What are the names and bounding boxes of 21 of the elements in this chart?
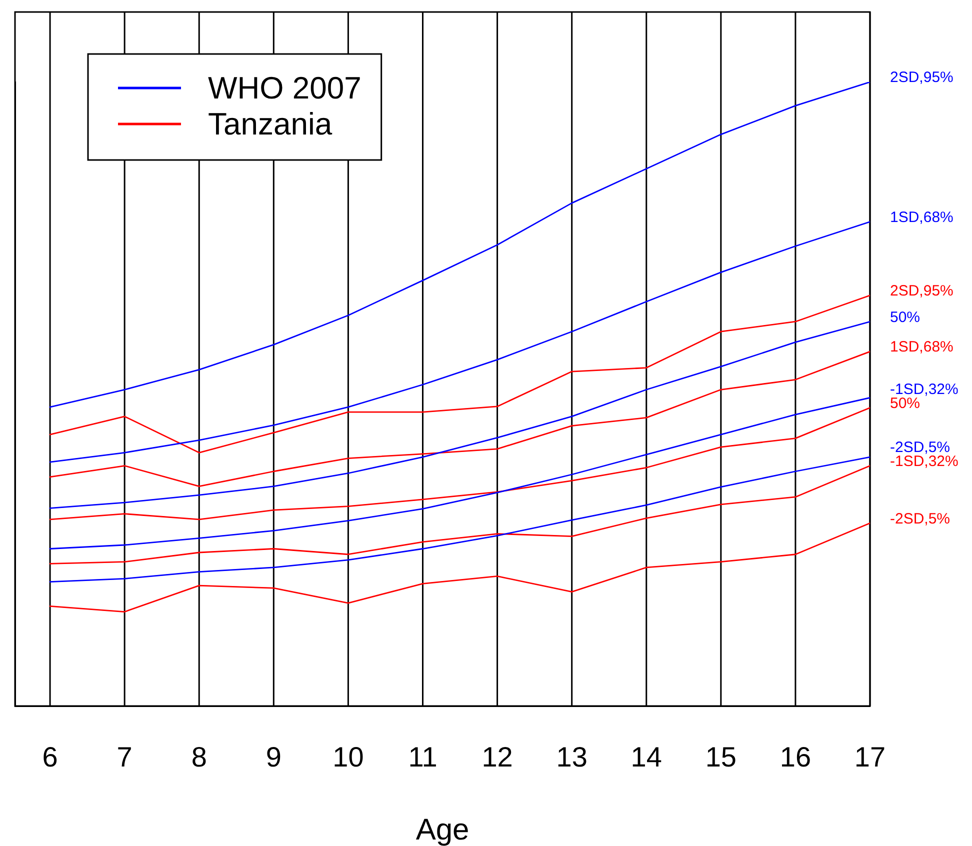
legend-label: WHO 2007 bbox=[208, 70, 362, 106]
x-tick-label: 16 bbox=[780, 742, 812, 773]
x-tick-label: 10 bbox=[332, 742, 364, 773]
x-tick-label: 17 bbox=[854, 742, 886, 773]
x-tick-label: 12 bbox=[482, 742, 513, 773]
x-tick-label: 15 bbox=[705, 742, 736, 773]
x-tick-label: 11 bbox=[408, 742, 438, 773]
x-tick-label: 7 bbox=[116, 742, 132, 773]
x-tick-label: 8 bbox=[191, 742, 207, 773]
x-tick-label: 6 bbox=[42, 742, 58, 773]
x-tick-label: 14 bbox=[630, 742, 662, 773]
x-axis-title: Age bbox=[416, 813, 470, 846]
legend-label: Tanzania bbox=[208, 106, 333, 142]
x-tick-label: 13 bbox=[556, 742, 588, 773]
text: 1SD,68% bbox=[890, 338, 954, 356]
x-tick-label: 9 bbox=[266, 742, 282, 773]
text: 2SD,95% bbox=[890, 69, 954, 86]
text: 2SD,95% bbox=[890, 282, 954, 300]
text: -2SD,5% bbox=[890, 510, 950, 528]
text: 1SD,68% bbox=[890, 208, 954, 226]
text: 50% bbox=[890, 308, 920, 326]
